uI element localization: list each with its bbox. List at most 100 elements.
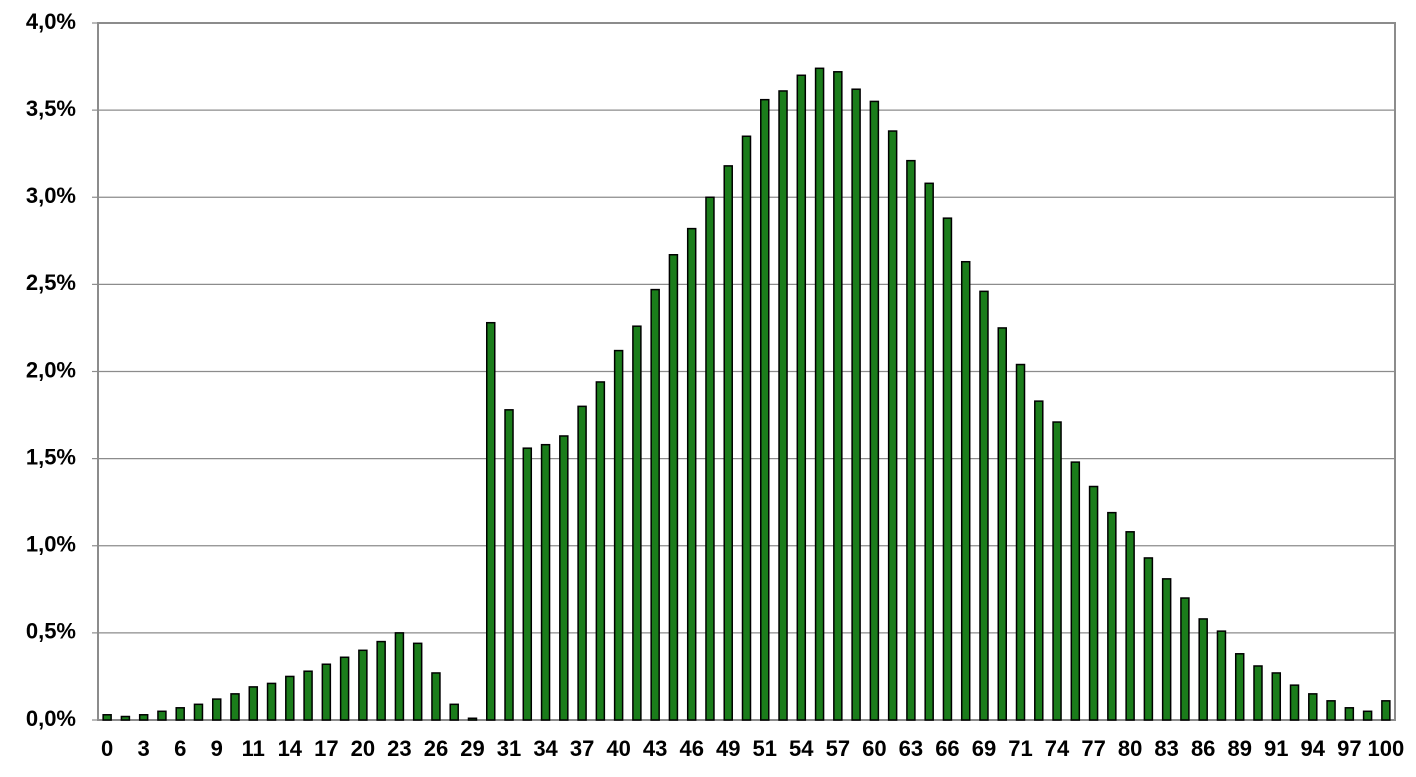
x-tick-label: 29 bbox=[460, 736, 484, 761]
bar bbox=[1271, 672, 1282, 721]
x-tick-label: 31 bbox=[497, 736, 521, 761]
bar bbox=[942, 217, 953, 721]
x-tick-label: 80 bbox=[1118, 736, 1142, 761]
bar bbox=[303, 670, 313, 721]
y-tick-label: 3,0% bbox=[26, 183, 76, 208]
bar bbox=[833, 71, 843, 721]
y-tick-label: 1,0% bbox=[26, 532, 76, 557]
x-tick-label: 6 bbox=[174, 736, 186, 761]
x-tick-label: 37 bbox=[570, 736, 594, 761]
y-tick-label: 2,5% bbox=[26, 270, 76, 295]
bar bbox=[1088, 485, 1099, 721]
bar bbox=[230, 693, 240, 721]
bar bbox=[979, 290, 989, 721]
bar bbox=[997, 327, 1007, 721]
bar bbox=[1034, 400, 1044, 721]
x-tick-label: 0 bbox=[101, 736, 113, 761]
x-tick-label: 83 bbox=[1154, 736, 1178, 761]
x-tick-label: 91 bbox=[1264, 736, 1288, 761]
bar bbox=[796, 74, 807, 721]
bar bbox=[668, 254, 679, 721]
x-tick-label: 51 bbox=[753, 736, 777, 761]
x-tick-label: 3 bbox=[138, 736, 150, 761]
bar bbox=[376, 640, 386, 721]
bar bbox=[394, 632, 405, 721]
bar bbox=[486, 321, 496, 721]
bar bbox=[1362, 710, 1373, 721]
x-tick-label: 20 bbox=[351, 736, 375, 761]
x-tick-label: 46 bbox=[679, 736, 703, 761]
bar bbox=[1308, 693, 1318, 721]
bar bbox=[540, 443, 551, 721]
x-tick-label: 43 bbox=[643, 736, 667, 761]
bar bbox=[1180, 597, 1190, 721]
bar bbox=[559, 435, 569, 721]
bar bbox=[632, 325, 642, 721]
x-tick-label: 71 bbox=[1008, 736, 1032, 761]
bar bbox=[157, 710, 167, 721]
x-tick-label: 97 bbox=[1337, 736, 1361, 761]
bar bbox=[1125, 531, 1135, 721]
bar bbox=[577, 405, 587, 721]
bar bbox=[431, 672, 441, 721]
bar bbox=[1143, 557, 1154, 721]
bar bbox=[1253, 665, 1263, 721]
bar bbox=[1216, 630, 1227, 721]
bar bbox=[1344, 707, 1355, 721]
bar bbox=[266, 682, 277, 721]
bar bbox=[595, 381, 606, 721]
bar bbox=[1070, 461, 1081, 721]
y-tick-label: 4,0% bbox=[26, 9, 76, 34]
bar bbox=[1381, 700, 1391, 721]
bar bbox=[814, 67, 825, 721]
bar bbox=[175, 707, 185, 721]
bar bbox=[467, 717, 478, 721]
x-tick-label: 89 bbox=[1227, 736, 1251, 761]
bar bbox=[339, 656, 350, 721]
bar bbox=[1015, 363, 1026, 721]
bar bbox=[723, 165, 733, 721]
x-tick-label: 57 bbox=[826, 736, 850, 761]
bar bbox=[887, 130, 898, 721]
x-tick-label: 74 bbox=[1045, 736, 1070, 761]
bar bbox=[705, 196, 715, 721]
y-tick-label: 2,0% bbox=[26, 357, 76, 382]
bar bbox=[248, 686, 259, 721]
x-tick-label: 11 bbox=[242, 736, 265, 761]
x-tick-label: 77 bbox=[1081, 736, 1105, 761]
bar bbox=[613, 349, 624, 721]
bar bbox=[102, 714, 112, 721]
bar bbox=[741, 135, 752, 721]
bar bbox=[1326, 700, 1336, 721]
x-tick-label: 60 bbox=[862, 736, 886, 761]
bar bbox=[960, 260, 971, 721]
y-tick-label: 3,5% bbox=[26, 96, 76, 121]
bar bbox=[504, 409, 514, 721]
bar bbox=[1234, 653, 1245, 721]
bar bbox=[1289, 684, 1300, 721]
bar bbox=[358, 649, 368, 721]
bar bbox=[522, 447, 533, 721]
bar bbox=[924, 182, 934, 721]
bar bbox=[449, 703, 459, 721]
bar bbox=[1052, 421, 1062, 721]
y-tick-label: 1,5% bbox=[26, 444, 76, 469]
bar bbox=[120, 715, 131, 721]
bar bbox=[851, 88, 861, 721]
x-tick-label: 26 bbox=[424, 736, 448, 761]
bar bbox=[1107, 511, 1117, 721]
bar bbox=[1161, 578, 1172, 721]
x-tick-label: 66 bbox=[935, 736, 959, 761]
y-tick-label: 0,0% bbox=[26, 706, 76, 731]
bar bbox=[869, 100, 880, 721]
bar bbox=[211, 698, 222, 721]
x-tick-label: 94 bbox=[1301, 736, 1326, 761]
x-tick-label: 86 bbox=[1191, 736, 1215, 761]
x-tick-label: 40 bbox=[606, 736, 630, 761]
bar bbox=[412, 642, 423, 721]
bar bbox=[1198, 618, 1208, 721]
bar bbox=[193, 703, 204, 721]
x-tick-label: 49 bbox=[716, 736, 740, 761]
x-tick-label: 17 bbox=[314, 736, 338, 761]
